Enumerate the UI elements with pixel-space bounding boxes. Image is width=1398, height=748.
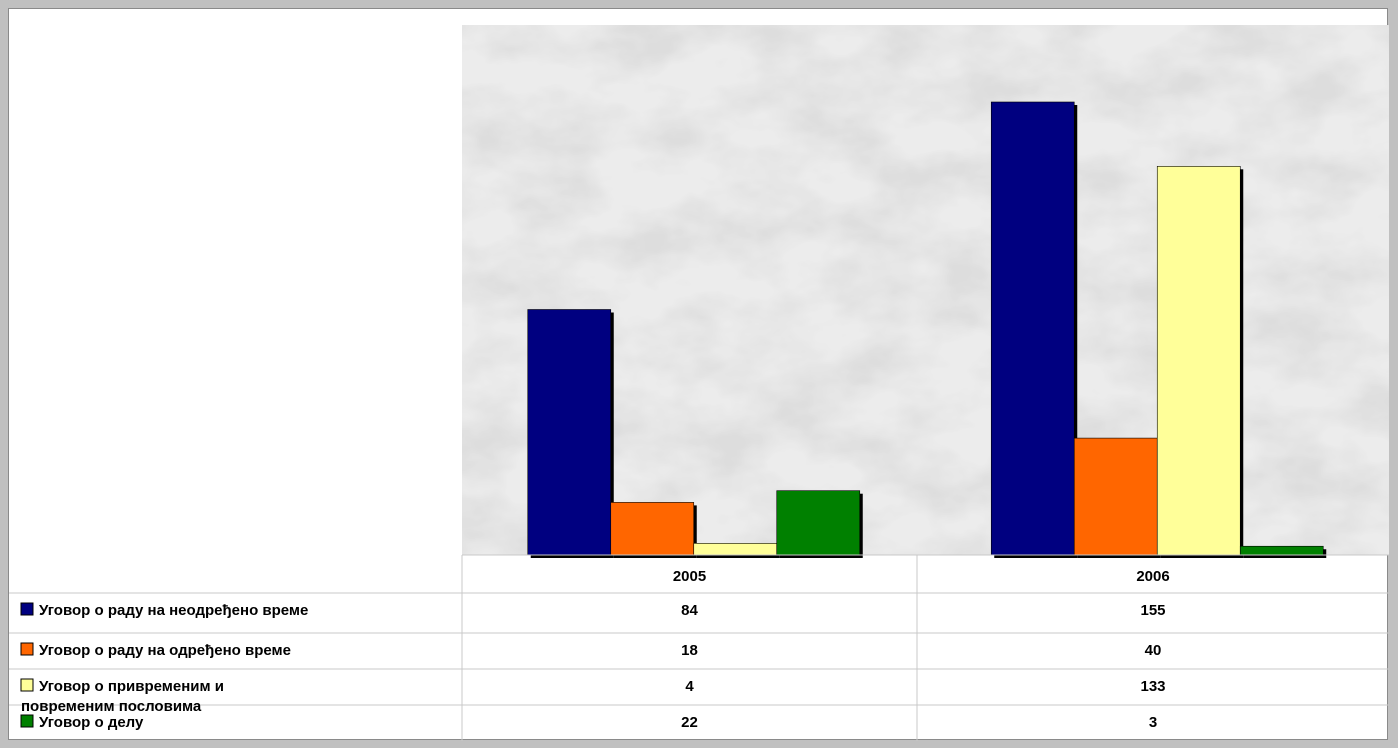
- bar-2006-series-2: [1073, 437, 1158, 556]
- legend-swatch-series-3: [20, 678, 34, 692]
- bar-2005-series-1: [527, 309, 612, 556]
- category-label-2005: 2005: [673, 568, 706, 585]
- chart-frame: 2005 2006 Уговор о раду на неодређено врем…: [8, 8, 1389, 741]
- bar-2005-series-4: [776, 490, 861, 556]
- bar-2006-series-4: [1239, 545, 1324, 556]
- data-label-series-3-2006: 133: [1140, 678, 1165, 695]
- bar-2005-series-2: [610, 502, 695, 556]
- data-label-series-2-2006: 40: [1145, 642, 1162, 659]
- data-table: 2005 2006 Уговор о раду на неодређено врем…: [9, 554, 1389, 741]
- data-label-series-4-2005: 22: [681, 714, 698, 731]
- chart-svg: 2005 2006 Уговор о раду на неодређено врем…: [9, 25, 1389, 741]
- bar-2006-series-3: [1156, 165, 1241, 556]
- category-label-2006: 2006: [1136, 568, 1169, 585]
- data-label-series-4-2006: 3: [1149, 714, 1157, 731]
- legend-swatch-series-2: [20, 642, 34, 656]
- legend-swatch-series-1: [20, 602, 34, 616]
- data-label-series-2-2005: 18: [681, 642, 698, 659]
- data-label-series-1-2005: 84: [681, 602, 698, 619]
- legend-label-series-2: Уговор о раду на одређено време: [39, 642, 291, 659]
- data-label-series-1-2006: 155: [1140, 602, 1165, 619]
- legend-label-series-1: Уговор о раду на неодређено време: [39, 602, 308, 619]
- bars-group: [527, 101, 1327, 559]
- legend-swatch-series-4: [20, 714, 34, 728]
- legend-label-series-4: Уговор о делу: [39, 714, 144, 731]
- data-label-series-3-2005: 4: [685, 678, 694, 695]
- legend-label-series-3: Уговор о привременим и повременим послови…: [21, 678, 224, 715]
- bar-2005-series-3: [693, 543, 778, 556]
- bar-2006-series-1: [990, 101, 1075, 556]
